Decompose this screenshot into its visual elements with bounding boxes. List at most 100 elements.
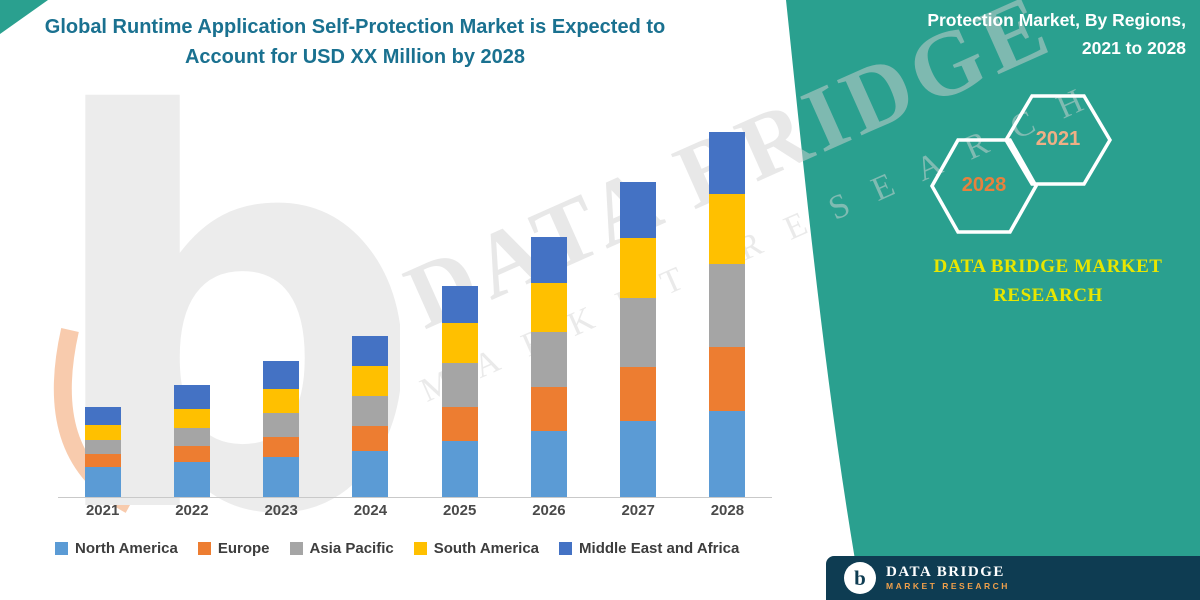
- stacked-bar-2021: [84, 407, 121, 497]
- legend-label: Europe: [217, 540, 270, 557]
- footer-logo-name: DATA BRIDGE: [886, 564, 1005, 581]
- segment-south-america-2022: [173, 409, 210, 429]
- databridge-logo-icon: b: [844, 562, 876, 594]
- segment-europe-2023: [263, 437, 300, 458]
- legend-marker: [559, 542, 573, 555]
- segment-asia-pacific-2024: [352, 396, 389, 427]
- page-title-line2: Account for USD XX Million by 2028: [184, 46, 526, 68]
- segment-south-america-2026: [530, 282, 567, 333]
- bar-slot-2028: [683, 120, 772, 497]
- segment-asia-pacific-2027: [620, 297, 657, 368]
- stacked-bar-2025: [441, 285, 478, 497]
- segment-middle-east-and-africa-2028: [709, 132, 746, 194]
- legend-label: Middle East and Africa: [579, 540, 740, 557]
- bar-slot-2024: [326, 120, 415, 497]
- segment-asia-pacific-2025: [441, 363, 478, 408]
- segment-south-america-2028: [709, 193, 746, 264]
- segment-south-america-2021: [84, 425, 121, 441]
- segment-north-america-2024: [352, 451, 389, 497]
- segment-asia-pacific-2021: [84, 440, 121, 455]
- segment-europe-2028: [709, 347, 746, 412]
- segment-north-america-2021: [84, 467, 121, 497]
- side-heading-line2: 2021 to 2028: [1081, 38, 1186, 58]
- segment-north-america-2022: [173, 462, 210, 497]
- brand-line2: RESEARCH: [993, 285, 1103, 307]
- segment-europe-2025: [441, 407, 478, 442]
- segment-north-america-2025: [441, 441, 478, 497]
- segment-north-america-2028: [709, 411, 746, 497]
- x-axis-label-2028: 2028: [710, 502, 745, 519]
- stacked-bar-2028: [709, 132, 746, 497]
- x-axis-label-2022: 2022: [175, 502, 209, 519]
- segment-middle-east-and-africa-2026: [530, 236, 567, 283]
- chart-plot: [58, 120, 772, 498]
- segment-north-america-2026: [530, 431, 567, 497]
- segment-middle-east-and-africa-2024: [352, 335, 389, 367]
- page-title-line1: Global Runtime Application Self-Protecti…: [44, 16, 666, 38]
- segment-asia-pacific-2026: [530, 332, 567, 388]
- brand-text: DATA BRIDGE MARKET RESEARCH: [903, 252, 1193, 311]
- stacked-bar-2024: [352, 335, 389, 497]
- databridge-logo-letter: b: [854, 565, 866, 590]
- segment-south-america-2023: [263, 389, 300, 414]
- page-title: Global Runtime Application Self-Protecti…: [30, 12, 680, 72]
- stacked-bar-2022: [173, 385, 210, 497]
- chart-legend: North America Europe Asia Pacific South Ame…: [55, 540, 739, 557]
- segment-middle-east-and-africa-2021: [84, 407, 121, 426]
- hexagon-2021: [1003, 94, 1112, 186]
- legend-item-middle-east-and-africa: Middle East and Africa: [559, 540, 739, 557]
- segment-asia-pacific-2023: [263, 413, 300, 438]
- bar-slot-2026: [504, 120, 593, 497]
- x-axis-labels: 2021 2022 2023 2024 2025 2026 2027 2028: [58, 502, 772, 519]
- segment-north-america-2023: [263, 457, 300, 497]
- x-axis-label-2026: 2026: [532, 502, 566, 519]
- hexagon-year-2028: 2028: [961, 174, 1007, 196]
- bar-slot-2021: [58, 120, 147, 497]
- segment-asia-pacific-2028: [709, 263, 746, 348]
- segment-europe-2024: [352, 426, 389, 452]
- segment-south-america-2024: [352, 366, 389, 397]
- brand-line1: DATA BRIDGE MARKET: [933, 256, 1163, 277]
- legend-item-south-america: South America: [413, 540, 540, 557]
- bar-slot-2025: [415, 120, 504, 497]
- legend-item-asia-pacific: Asia Pacific: [289, 540, 394, 557]
- side-heading-line1: Protection Market, By Regions,: [927, 10, 1186, 30]
- legend-label: South America: [433, 540, 540, 557]
- legend-marker: [197, 542, 211, 555]
- stacked-bar-2026: [530, 236, 567, 497]
- footer-logo-bar: b DATA BRIDGE MARKET RESEARCH: [826, 556, 1200, 600]
- x-axis-label-2024: 2024: [353, 502, 388, 519]
- legend-marker: [413, 542, 427, 555]
- hexagon-badges: [929, 94, 1112, 234]
- legend-marker: [55, 542, 68, 555]
- bar-slot-2023: [237, 120, 326, 497]
- bar-slot-2027: [594, 120, 683, 497]
- legend-item-europe: Europe: [197, 540, 270, 557]
- segment-middle-east-and-africa-2027: [620, 181, 657, 238]
- stacked-bar-2023: [263, 361, 300, 497]
- x-axis-label-2025: 2025: [442, 502, 477, 519]
- segment-south-america-2027: [620, 237, 657, 298]
- segment-north-america-2027: [620, 421, 657, 497]
- x-axis-label-2023: 2023: [264, 502, 298, 519]
- footer-logo-sub: MARKET RESEARCH: [886, 580, 1010, 591]
- segment-europe-2026: [530, 387, 567, 432]
- side-panel-heading: Protection Market, By Regions, 2021 to 2…: [927, 6, 1186, 62]
- footer-logo-text: DATA BRIDGE MARKET RESEARCH: [886, 564, 1010, 591]
- segment-middle-east-and-africa-2025: [441, 285, 478, 324]
- hexagon-year-2021: 2021: [1035, 128, 1081, 150]
- legend-label: Asia Pacific: [309, 540, 394, 557]
- legend-marker: [289, 542, 303, 555]
- bar-slot-2022: [147, 120, 236, 497]
- corner-triangle: [0, 0, 48, 34]
- legend-item-north-america: North America: [55, 540, 178, 557]
- segment-europe-2022: [173, 446, 210, 463]
- segment-europe-2021: [84, 454, 121, 468]
- x-axis-label-2021: 2021: [85, 502, 120, 519]
- stacked-bar-2027: [620, 181, 657, 497]
- segment-middle-east-and-africa-2022: [173, 385, 210, 410]
- legend-label: North America: [75, 540, 178, 557]
- segment-middle-east-and-africa-2023: [263, 361, 300, 390]
